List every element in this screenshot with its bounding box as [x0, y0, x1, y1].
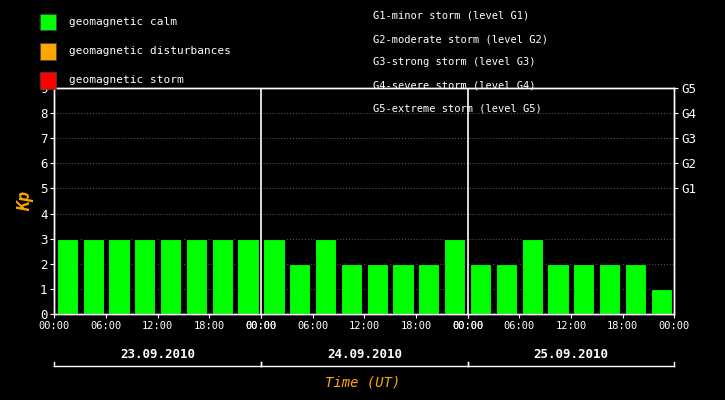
Bar	[625, 264, 646, 314]
Bar	[83, 239, 104, 314]
Text: G1-minor storm (level G1): G1-minor storm (level G1)	[373, 11, 530, 21]
Bar	[573, 264, 594, 314]
Bar	[418, 264, 439, 314]
Bar	[521, 239, 543, 314]
Text: 24.09.2010: 24.09.2010	[327, 348, 402, 360]
Bar	[547, 264, 568, 314]
Bar	[186, 239, 207, 314]
Text: 25.09.2010: 25.09.2010	[534, 348, 608, 360]
Bar	[160, 239, 181, 314]
Text: geomagnetic calm: geomagnetic calm	[69, 17, 177, 27]
Bar	[212, 239, 233, 314]
Bar	[315, 239, 336, 314]
Text: Time (UT): Time (UT)	[325, 376, 400, 390]
Bar	[651, 289, 672, 314]
Bar	[496, 264, 517, 314]
Text: 23.09.2010: 23.09.2010	[120, 348, 195, 360]
Bar	[341, 264, 362, 314]
Text: G5-extreme storm (level G5): G5-extreme storm (level G5)	[373, 104, 542, 114]
Bar	[263, 239, 284, 314]
Bar	[57, 239, 78, 314]
Text: geomagnetic disturbances: geomagnetic disturbances	[69, 46, 231, 56]
Bar	[444, 239, 465, 314]
Text: G3-strong storm (level G3): G3-strong storm (level G3)	[373, 58, 536, 68]
Text: G4-severe storm (level G4): G4-severe storm (level G4)	[373, 81, 536, 91]
Bar	[599, 264, 621, 314]
Bar	[134, 239, 155, 314]
Bar	[392, 264, 414, 314]
Y-axis label: Kp: Kp	[17, 191, 34, 211]
Bar	[108, 239, 130, 314]
Bar	[289, 264, 310, 314]
Bar	[470, 264, 491, 314]
Bar	[367, 264, 388, 314]
Bar	[238, 239, 259, 314]
Text: geomagnetic storm: geomagnetic storm	[69, 76, 183, 86]
Text: G2-moderate storm (level G2): G2-moderate storm (level G2)	[373, 34, 548, 44]
